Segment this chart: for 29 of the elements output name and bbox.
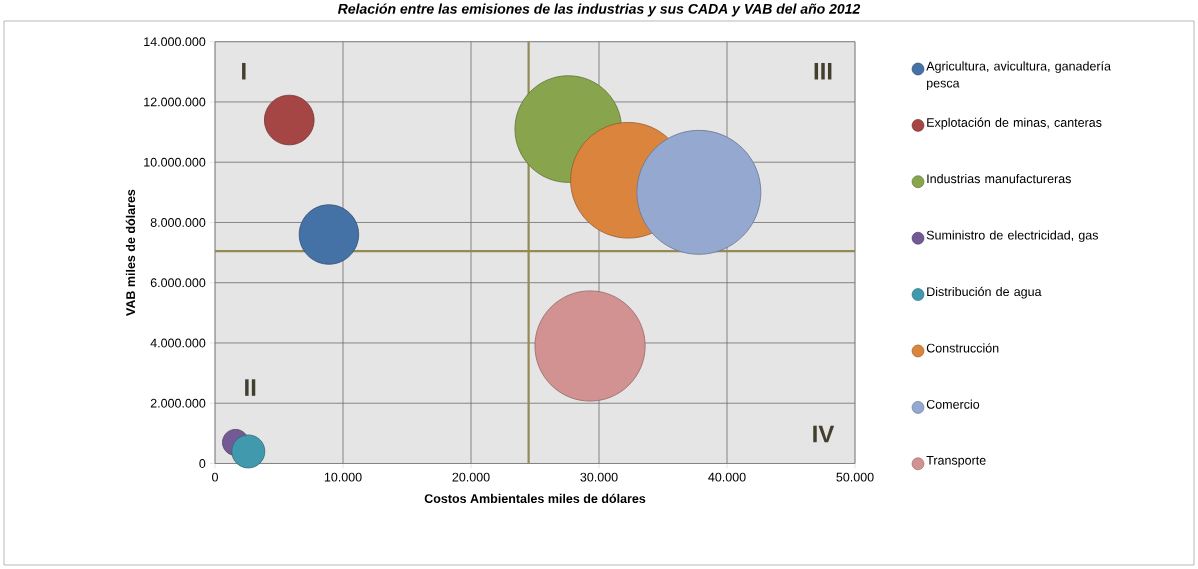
x-axis-title: Costos Ambientales miles de dólares bbox=[424, 493, 646, 504]
y-tick-label: 14.000.000 bbox=[144, 37, 206, 47]
legend-label: Transporte bbox=[926, 455, 986, 468]
annotation: IV bbox=[813, 425, 835, 443]
chart-title: Relación entre las emisiones de las industrias y sus CADA y VAB del año 2012 bbox=[337, 3, 861, 17]
y-tick-label: 8.000.000 bbox=[150, 218, 206, 227]
annotation: I bbox=[242, 62, 246, 80]
annotation: III bbox=[814, 62, 832, 80]
legend-label: Construcción bbox=[926, 343, 999, 353]
legend-label: Industrias manufactureras bbox=[927, 173, 1071, 184]
y-axis-title: VAB miles de dólares bbox=[125, 189, 136, 316]
y-tick-label: 0 bbox=[199, 459, 206, 468]
legend-label: Comercio bbox=[926, 399, 980, 409]
legend-label: Agricultura, avicultura, ganadería pesca bbox=[926, 61, 1111, 90]
y-tick-label: 2.000.000 bbox=[150, 398, 206, 408]
y-tick-label: 4.000.000 bbox=[150, 338, 206, 348]
legend-label: Distribución de agua bbox=[927, 286, 1042, 299]
y-tick-label: 10.000.000 bbox=[144, 157, 206, 167]
x-tick-label: 50.000 bbox=[836, 472, 874, 482]
y-tick-label: 6.000.000 bbox=[150, 278, 206, 288]
annotation: II bbox=[245, 379, 256, 396]
x-tick-label: 30.000 bbox=[580, 472, 618, 482]
x-tick-label: 10.000 bbox=[324, 472, 362, 482]
x-tick-label: 0 bbox=[212, 472, 218, 482]
x-tick-label: 40.000 bbox=[708, 472, 746, 482]
legend-label: Suministro de electricidad, gas bbox=[926, 230, 1099, 243]
legend-label: Explotación de minas, canteras bbox=[927, 117, 1102, 130]
x-tick-label: 20.000 bbox=[452, 472, 490, 482]
y-tick-label: 12.000.000 bbox=[144, 97, 206, 107]
